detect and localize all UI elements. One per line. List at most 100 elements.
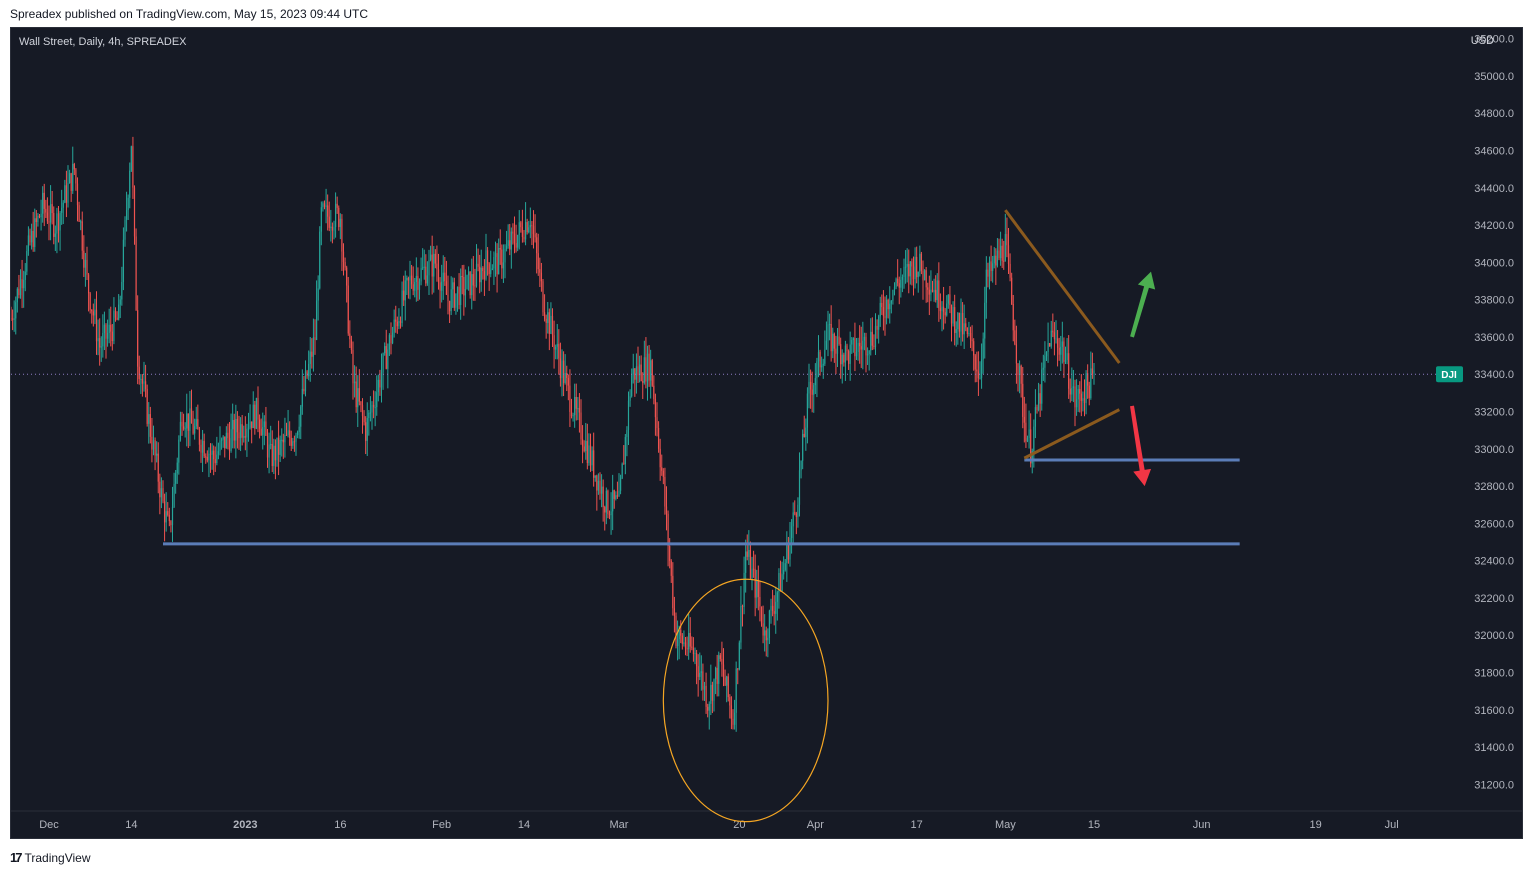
candle-body [292, 441, 294, 446]
candle-body [97, 338, 99, 342]
candle-body [757, 581, 759, 597]
candle-body [469, 271, 471, 296]
candle-body [290, 438, 292, 446]
candle-body [255, 398, 258, 429]
candle-body [1026, 437, 1029, 442]
candle-body [914, 256, 916, 280]
candle-body [303, 388, 305, 392]
candle-body [13, 318, 15, 320]
candle-body [276, 437, 278, 461]
candle-body [707, 706, 709, 711]
candle-body [121, 281, 123, 300]
candle-body [187, 413, 189, 431]
symbol-label: Wall Street, Daily, 4h, SPREADEX [19, 36, 187, 48]
candle-body [623, 463, 625, 465]
candle-body [608, 514, 611, 516]
candle-body [882, 307, 885, 317]
candle-body [429, 254, 432, 260]
candle-body [539, 269, 541, 273]
candle-body [1093, 370, 1095, 374]
candlestick-chart[interactable]: 35200.0 35000.0 34800.0 34600.0 34400.0 34200… [11, 28, 1522, 838]
candle-body [222, 436, 224, 440]
candle-body [1037, 393, 1040, 411]
candle-body [805, 427, 807, 437]
candle-body [56, 213, 58, 234]
candle-body [192, 423, 194, 434]
candle-body [631, 374, 633, 397]
candle-body [545, 318, 547, 323]
candle-body [844, 345, 847, 363]
candle-body [792, 512, 794, 527]
candle-body [274, 445, 277, 461]
chart-area[interactable]: 35200.0 35000.0 34800.0 34600.0 34400.0 34200… [10, 27, 1523, 839]
candle-body [369, 412, 372, 414]
candle-body [678, 629, 680, 640]
candle-body [143, 381, 145, 384]
candle-body [422, 267, 424, 269]
candle-body [320, 207, 322, 232]
candle-body [357, 388, 359, 408]
candle-body [556, 343, 558, 347]
candle-body [733, 712, 736, 725]
candle-body [1001, 245, 1003, 261]
candle-body [105, 324, 107, 339]
candle-body [89, 293, 91, 310]
candle-body [360, 401, 362, 406]
candle-body [118, 304, 120, 320]
candle-body [621, 463, 623, 479]
candle-body [825, 340, 828, 350]
candle-body [949, 294, 951, 306]
candle-body [939, 308, 942, 312]
candle-body [119, 299, 121, 305]
candle-body [694, 652, 696, 655]
candle-body [224, 436, 226, 449]
candle-body [501, 249, 503, 269]
candle-body [509, 240, 511, 250]
y-tick-label: 32200.0 [1474, 593, 1514, 605]
candle-body [754, 569, 756, 598]
candle-body [480, 267, 482, 283]
candle-body [361, 405, 364, 417]
candle-body [254, 404, 256, 429]
candle-body [917, 271, 919, 278]
candle-body [724, 677, 726, 686]
footer-branding[interactable]: 17 TradingView [10, 850, 91, 865]
candle-body [498, 248, 500, 275]
candle-body [19, 279, 22, 296]
candle-body [629, 396, 631, 401]
candle-body [722, 664, 725, 678]
candle-body [589, 445, 592, 466]
candle-body [930, 289, 932, 295]
candle-body [1080, 393, 1082, 401]
x-tick-label: 19 [1310, 819, 1322, 831]
candle-body [751, 568, 753, 578]
candle-body [173, 483, 175, 507]
candle-body [969, 332, 972, 340]
candle-body [1090, 368, 1092, 399]
candle-body [665, 506, 668, 514]
candle-body [154, 440, 156, 456]
candle-body [901, 277, 904, 280]
candle-body [688, 632, 690, 650]
y-tick-label: 32000.0 [1474, 630, 1514, 642]
x-tick-label: May [995, 819, 1016, 831]
x-tick-label: Mar [610, 819, 629, 831]
candle-body [776, 592, 778, 602]
candle-body [376, 392, 378, 408]
candle-body [179, 421, 182, 440]
candle-body [740, 606, 742, 643]
candle-body [241, 424, 243, 438]
candle-body [925, 270, 927, 288]
candle-body [692, 647, 695, 655]
candle-body [447, 294, 449, 301]
candle-body [958, 312, 961, 332]
candle-body [517, 234, 519, 248]
candle-body [319, 231, 321, 289]
candle-body [749, 549, 752, 578]
y-tick-label: 32400.0 [1474, 556, 1514, 568]
candle-body [572, 415, 574, 417]
candle-body [391, 332, 394, 344]
candle-body [562, 360, 565, 383]
candle-body [654, 398, 657, 418]
candle-body [1077, 389, 1079, 400]
